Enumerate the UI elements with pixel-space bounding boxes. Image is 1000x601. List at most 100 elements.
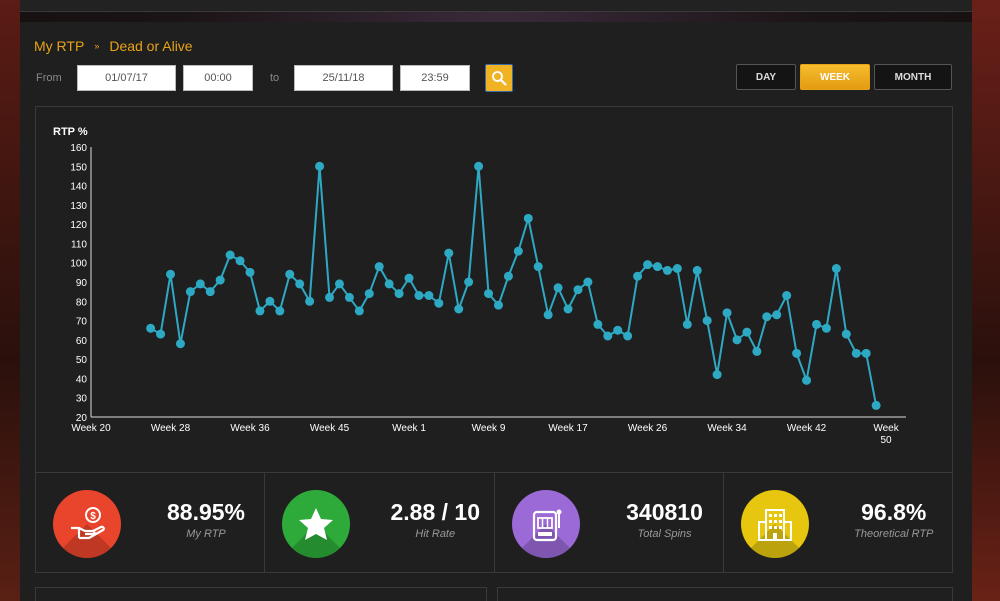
data-point (742, 327, 752, 337)
rtp-panel: My RTP » Dead or Alive From 01/07/17 00:… (20, 22, 972, 601)
data-point (484, 289, 494, 299)
stat-icon-circle (282, 490, 351, 558)
to-label: to (270, 72, 280, 84)
theoretical-rtp-label: Theoretical RTP (854, 528, 934, 540)
data-point (732, 335, 742, 345)
x-tick-label: Week 28 (151, 423, 191, 434)
period-week-button[interactable]: WEEK (800, 64, 870, 90)
data-point (195, 279, 205, 289)
background-right (972, 0, 1000, 601)
data-point (175, 339, 185, 349)
data-point (792, 348, 802, 358)
building-icon (757, 509, 792, 541)
data-point (861, 348, 871, 358)
data-point (444, 248, 454, 258)
rtp-line-chart: RTP % 20 30 40 50 60 70 80 90 100 110 120 130 140 150 1… (53, 126, 906, 446)
data-point (295, 279, 305, 289)
data-point (235, 256, 245, 266)
data-point (752, 346, 762, 356)
search-icon (492, 71, 507, 86)
data-point (185, 287, 195, 297)
from-time-input[interactable]: 00:00 (183, 65, 253, 91)
data-point (374, 262, 384, 272)
data-point (563, 304, 573, 314)
search-button[interactable] (485, 64, 513, 92)
data-point (225, 250, 235, 260)
y-tick-label: 50 (76, 355, 88, 366)
x-tick-label: Week 20 (71, 423, 111, 434)
y-tick-label: 120 (70, 220, 87, 231)
data-point (305, 296, 315, 306)
data-point (454, 304, 464, 314)
star-icon (299, 508, 334, 540)
data-point (762, 312, 772, 322)
data-point (275, 306, 285, 316)
data-point (722, 308, 732, 318)
data-point (841, 329, 851, 339)
my-rtp-value: 88.95% (166, 499, 245, 525)
x-tick-label: Week 34 (707, 423, 747, 434)
data-point (414, 291, 424, 300)
data-point (623, 331, 633, 341)
x-tick-label: Week 42 (787, 423, 827, 434)
stat-icon-circle: $ (53, 490, 121, 558)
breadcrumb-root[interactable]: My RTP (34, 38, 85, 54)
to-time-input[interactable]: 23:59 (400, 65, 470, 91)
breadcrumb: My RTP » Dead or Alive (34, 38, 193, 54)
data-point (265, 296, 275, 306)
stat-total-spins: 340810 Total Spins (495, 473, 724, 572)
bottom-panel-left (35, 587, 487, 601)
period-day-button[interactable]: DAY (736, 64, 796, 90)
stat-theoretical-rtp: 96.8% Theoretical RTP (724, 473, 952, 572)
data-point (315, 161, 325, 171)
rtp-chart: RTP % 20 30 40 50 60 70 80 90 100 110 120 130 140 150 1… (35, 106, 953, 473)
data-point (643, 260, 653, 270)
data-point (712, 370, 722, 380)
data-point (782, 291, 792, 300)
data-point (811, 319, 821, 329)
x-tick-label: Week 1 (392, 423, 426, 434)
data-point (166, 269, 176, 279)
data-point (255, 306, 265, 316)
y-tick-label: 40 (76, 374, 88, 385)
x-tick-label: Week (873, 423, 899, 434)
hit-rate-value: 2.88 / 10 (390, 499, 481, 525)
y-tick-label: 130 (70, 201, 87, 212)
stat-icon-circle (511, 490, 580, 558)
data-point (802, 375, 812, 385)
data-point (205, 287, 215, 297)
to-date-input[interactable]: 25/11/18 (294, 65, 393, 91)
data-point (702, 316, 712, 326)
data-point (384, 279, 394, 289)
from-date-input[interactable]: 01/07/17 (77, 65, 176, 91)
x-tick-label: Week 45 (310, 423, 350, 434)
data-point (156, 329, 166, 339)
data-point (772, 310, 782, 320)
y-tick-label: 150 (70, 162, 87, 173)
data-point (364, 289, 374, 299)
data-point (593, 319, 603, 329)
data-point (633, 271, 643, 281)
y-axis-label: RTP % (53, 126, 88, 138)
y-tick-label: 20 (76, 413, 88, 424)
data-point (831, 264, 841, 273)
slot-machine-icon (532, 509, 561, 542)
data-point (354, 306, 364, 316)
data-point (146, 323, 156, 333)
stats-row: $ 88.95% My RTP 2.88 / 10 Hit Rate (35, 472, 953, 573)
data-point (464, 277, 474, 287)
from-label: From (36, 72, 62, 84)
theoretical-rtp-value: 96.8% (861, 499, 927, 525)
x-tick-label: Week 26 (628, 423, 668, 434)
breadcrumb-game: Dead or Alive (109, 38, 193, 54)
period-month-button[interactable]: MONTH (874, 64, 952, 90)
data-point (523, 213, 533, 223)
data-point (583, 277, 593, 287)
data-point (871, 400, 881, 410)
data-point (533, 262, 543, 272)
series-line (150, 166, 878, 406)
date-filters: From 01/07/17 00:00 to 25/11/18 23:59 (36, 64, 513, 92)
my-rtp-label: My RTP (186, 528, 226, 540)
period-toggle: DAY WEEK MONTH (732, 64, 952, 90)
data-point (543, 310, 553, 320)
